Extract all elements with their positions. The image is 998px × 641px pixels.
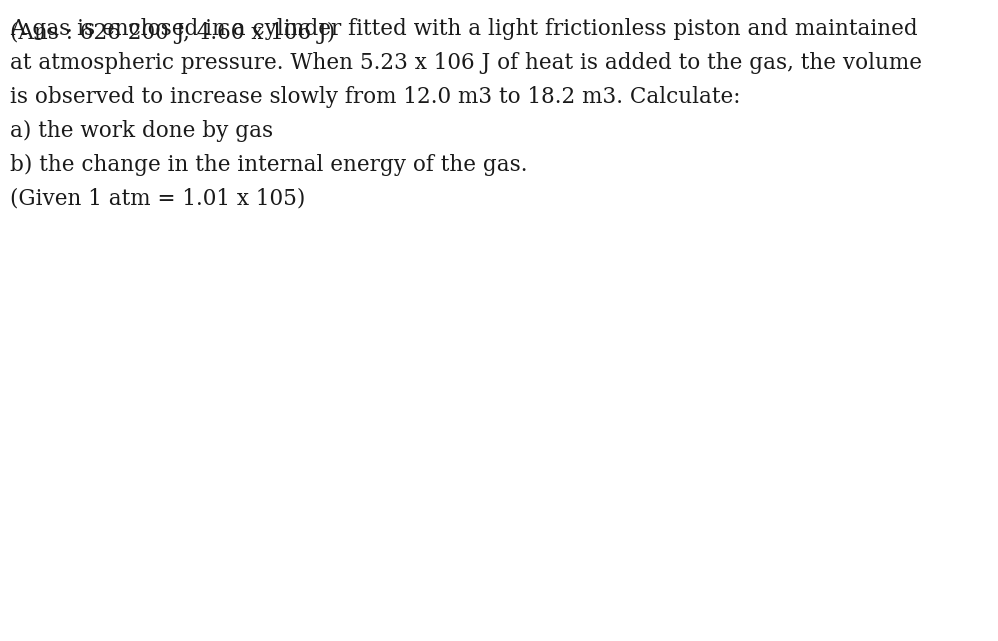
Text: a) the work done by gas: a) the work done by gas: [10, 120, 273, 142]
Text: A gas is enclosed in a cylinder fitted with a light frictionless piston and main: A gas is enclosed in a cylinder fitted w…: [10, 18, 917, 40]
Text: at atmospheric pressure. When 5.23 x 106 J of heat is added to the gas, the volu: at atmospheric pressure. When 5.23 x 106…: [10, 52, 922, 74]
Text: (Ans : 626 200 J, 4.60 x 106 J): (Ans : 626 200 J, 4.60 x 106 J): [10, 22, 335, 44]
Text: b) the change in the internal energy of the gas.: b) the change in the internal energy of …: [10, 154, 528, 176]
Text: (Given 1 atm = 1.01 x 105): (Given 1 atm = 1.01 x 105): [10, 188, 305, 210]
Text: is observed to increase slowly from 12.0 m3 to 18.2 m3. Calculate:: is observed to increase slowly from 12.0…: [10, 86, 741, 108]
